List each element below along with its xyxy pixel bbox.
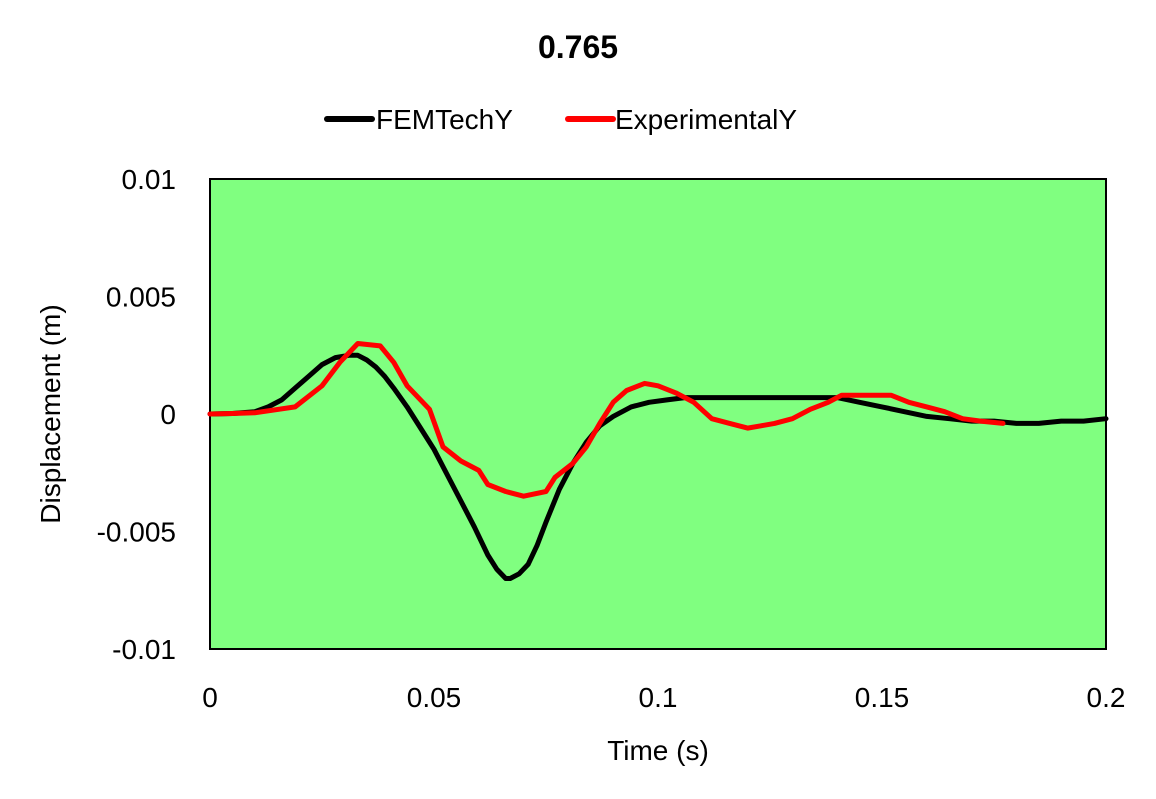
series-line-femtechy	[207, 352, 1109, 581]
x-tick-label: 0.05	[407, 682, 462, 713]
y-tick-label: 0	[160, 399, 176, 430]
x-tick-label: 0.2	[1087, 682, 1126, 713]
x-axis-ticks: 0 0.05 0.1 0.15 0.2	[202, 682, 1125, 713]
y-tick-label: -0.01	[112, 634, 176, 665]
x-axis-label: Time (s)	[607, 735, 709, 766]
legend-label-femtechy: FEMTechY	[376, 104, 513, 135]
y-tick-label: 0.01	[122, 164, 177, 195]
legend-label-experimentaly: ExperimentalY	[615, 104, 797, 135]
series-layer	[207, 341, 1109, 581]
y-axis-ticks: 0.01 0.005 0 -0.005 -0.01	[97, 164, 176, 665]
legend: FEMTechY ExperimentalY	[324, 104, 797, 135]
y-tick-label: 0.005	[106, 282, 176, 313]
x-tick-label: 0.1	[639, 682, 678, 713]
chart-title: 0.765	[538, 29, 618, 65]
plot-area	[209, 178, 1107, 650]
x-tick-label: 0.15	[855, 682, 910, 713]
x-tick-label: 0	[202, 682, 218, 713]
series-line-experimentaly	[207, 341, 1006, 499]
y-axis-label: Displacement (m)	[35, 304, 66, 523]
y-tick-label: -0.005	[97, 517, 176, 548]
